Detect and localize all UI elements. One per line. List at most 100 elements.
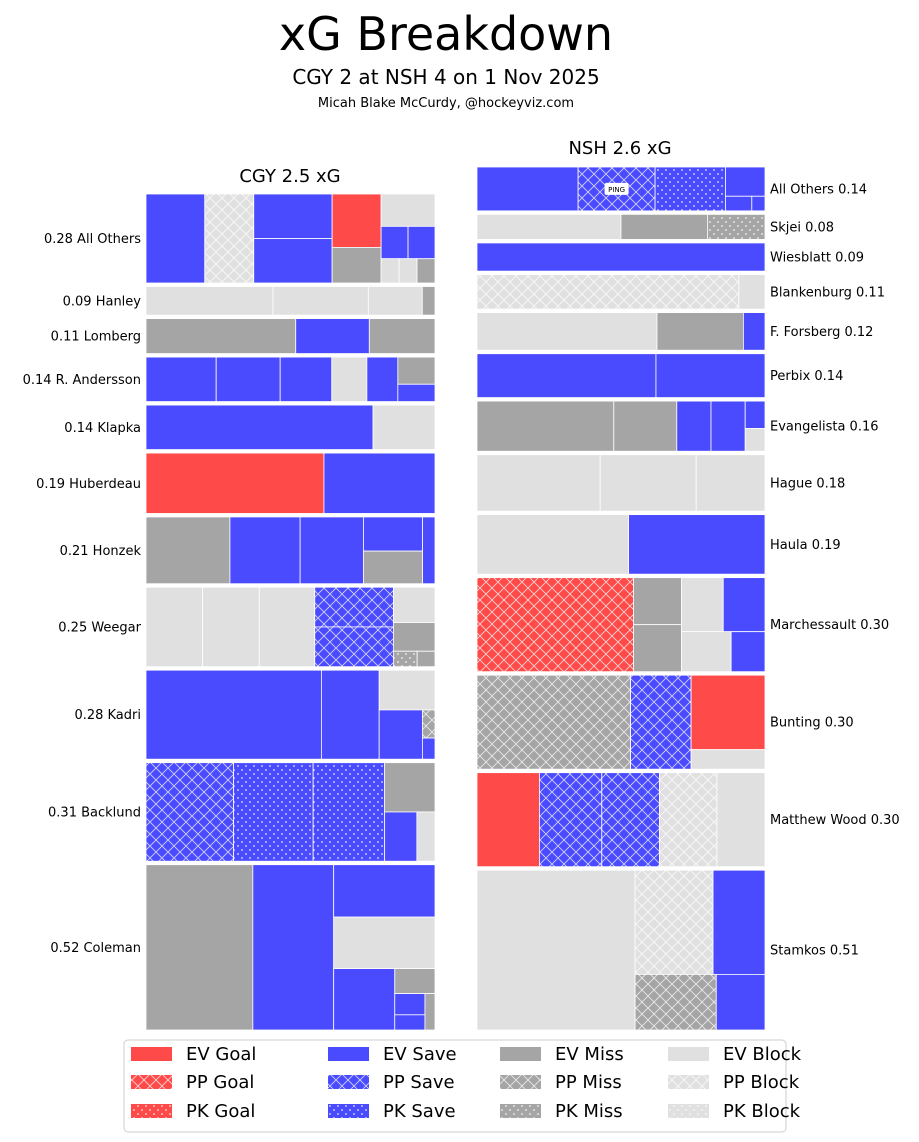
shot-cell-pp-block [204, 193, 255, 284]
player-label: 0.28 Kadri [74, 708, 141, 723]
shot-cell-ev-block [476, 312, 658, 351]
shot-cell-ev-save [751, 195, 766, 212]
shot-cell-pk-miss [707, 213, 766, 240]
shot-cell-ev-save [253, 193, 333, 239]
shot-cell-ev-save [394, 993, 426, 1016]
shot-cell-pk-save [233, 762, 314, 862]
shot-cell-ev-miss [145, 516, 231, 585]
player-label: 0.25 Weegar [58, 620, 141, 635]
player-block-blankenburg: Blankenburg 0.11 [476, 274, 885, 310]
shot-cell-ev-block [331, 356, 368, 402]
nsh-treemap-panel: PING All Others 0.14 Skjei 0.08 Wiesblatt 0… [476, 166, 900, 1031]
player-block-weegar: 0.25 Weegar [58, 586, 436, 668]
shot-cell-pp-save [630, 674, 692, 770]
legend-label: EV Goal [186, 1044, 256, 1065]
shot-cell-ev-block [398, 258, 418, 284]
shot-cell-ev-save [279, 356, 333, 402]
player-label: Wiesblatt 0.09 [770, 251, 864, 266]
shot-cell-ev-block [476, 869, 636, 1031]
shot-cell-pp-block [634, 869, 714, 975]
shot-cell-ev-goal [145, 452, 325, 514]
shot-cell-ev-miss [368, 318, 436, 354]
player-label: 0.28 All Others [44, 232, 141, 247]
shot-cell-ev-save [422, 516, 436, 585]
shot-cell-ev-block [681, 577, 724, 633]
shot-cell-ev-save [743, 312, 766, 351]
shot-cell-ev-save [744, 400, 766, 429]
shot-cell-ev-block [476, 454, 601, 512]
shot-cell-ev-save [384, 811, 418, 862]
legend-frame [123, 1039, 787, 1133]
legend-label: PK Save [383, 1101, 456, 1122]
shot-cell-ev-block [372, 404, 436, 450]
shot-cell-pp-miss [476, 674, 632, 770]
shot-cell-ev-save [323, 452, 436, 514]
chart-subtitle: CGY 2 at NSH 4 on 1 Nov 2025 [292, 65, 599, 89]
player-label: 0.14 Klapka [64, 421, 141, 436]
player-label: Hague 0.18 [770, 476, 845, 491]
legend: EV Goal PP Goal PK Goal EV Save PP Save PK Sa… [123, 1039, 802, 1133]
shot-cell-ev-miss [416, 258, 436, 284]
shot-cell-ev-block [367, 286, 423, 316]
shot-cell-ev-save [712, 869, 766, 975]
shot-cell-ev-block [258, 586, 316, 668]
shot-cell-ev-save [715, 974, 766, 1031]
legend-label: PK Block [723, 1101, 801, 1122]
legend-label: EV Block [723, 1044, 802, 1065]
legend-label: PK Miss [555, 1101, 623, 1122]
shot-cell-ev-save [333, 968, 396, 1031]
shot-cell-ev-miss [421, 286, 436, 316]
legend-label: EV Miss [555, 1044, 624, 1065]
shot-cell-ev-save [215, 356, 281, 402]
shot-cell-ev-block [333, 916, 436, 969]
shot-cell-ev-save [253, 238, 333, 284]
shot-cell-pp-miss [634, 974, 717, 1031]
shot-cell-ev-miss [145, 318, 297, 354]
shot-cell-ev-goal [476, 772, 540, 868]
player-block-bunting: Bunting 0.30 [476, 674, 854, 770]
player-block-lomberg: 0.11 Lomberg [51, 318, 436, 354]
shot-cell-ev-block [716, 772, 766, 868]
shot-cell-pp-save [314, 586, 394, 628]
player-label: 0.31 Backlund [48, 805, 141, 820]
shot-cell-ev-save [252, 864, 335, 1031]
player-block-haula: Haula 0.19 [476, 514, 841, 575]
shot-cell-ev-block [681, 631, 732, 673]
shot-cell-ev-miss [633, 624, 682, 673]
player-block-r-andersson: 0.14 R. Andersson [23, 356, 436, 402]
shot-cell-ev-save [421, 737, 436, 760]
shot-cell-pp-block [659, 772, 718, 868]
shot-cell-ev-miss [394, 968, 436, 995]
legend-label: PP Miss [555, 1072, 622, 1093]
player-block-hanley: 0.09 Hanley [63, 286, 436, 316]
player-label: 0.11 Lomberg [51, 330, 141, 345]
player-label: Stamkos 0.51 [770, 944, 859, 959]
shot-cell-ev-save [145, 669, 322, 760]
shot-cell-ev-goal [331, 193, 382, 248]
shot-cell-ev-miss [397, 356, 436, 385]
shot-cell-ev-save [145, 356, 217, 402]
legend-swatch-pk-save [328, 1104, 369, 1118]
legend-label: PP Block [723, 1072, 800, 1093]
shot-cell-ev-save [407, 225, 436, 260]
player-block-backlund: 0.31 Backlund [48, 762, 436, 862]
shot-cell-ev-miss [613, 400, 678, 452]
player-block-kadri: 0.28 Kadri [74, 669, 436, 760]
player-block-hague: Hague 0.18 [476, 454, 845, 512]
shot-cell-pk-miss [392, 650, 418, 668]
shot-cell-ev-block [744, 428, 766, 452]
player-block-f-forsberg: F. Forsberg 0.12 [476, 312, 873, 351]
shot-cell-ev-miss [331, 246, 382, 284]
shot-cell-ev-save [397, 383, 436, 402]
shot-cell-ev-save [378, 709, 423, 760]
shot-cell-ev-block [202, 586, 260, 668]
player-block-perbix: Perbix 0.14 [476, 353, 843, 398]
shot-cell-ev-block [599, 454, 697, 512]
shot-cell-ev-miss [476, 400, 615, 452]
player-label: 0.14 R. Andersson [23, 373, 141, 388]
player-label: Blankenburg 0.11 [770, 285, 885, 300]
player-label: Perbix 0.14 [770, 369, 843, 384]
player-block-skjei: Skjei 0.08 [476, 213, 834, 240]
player-block-stamkos: Stamkos 0.51 [476, 869, 859, 1031]
